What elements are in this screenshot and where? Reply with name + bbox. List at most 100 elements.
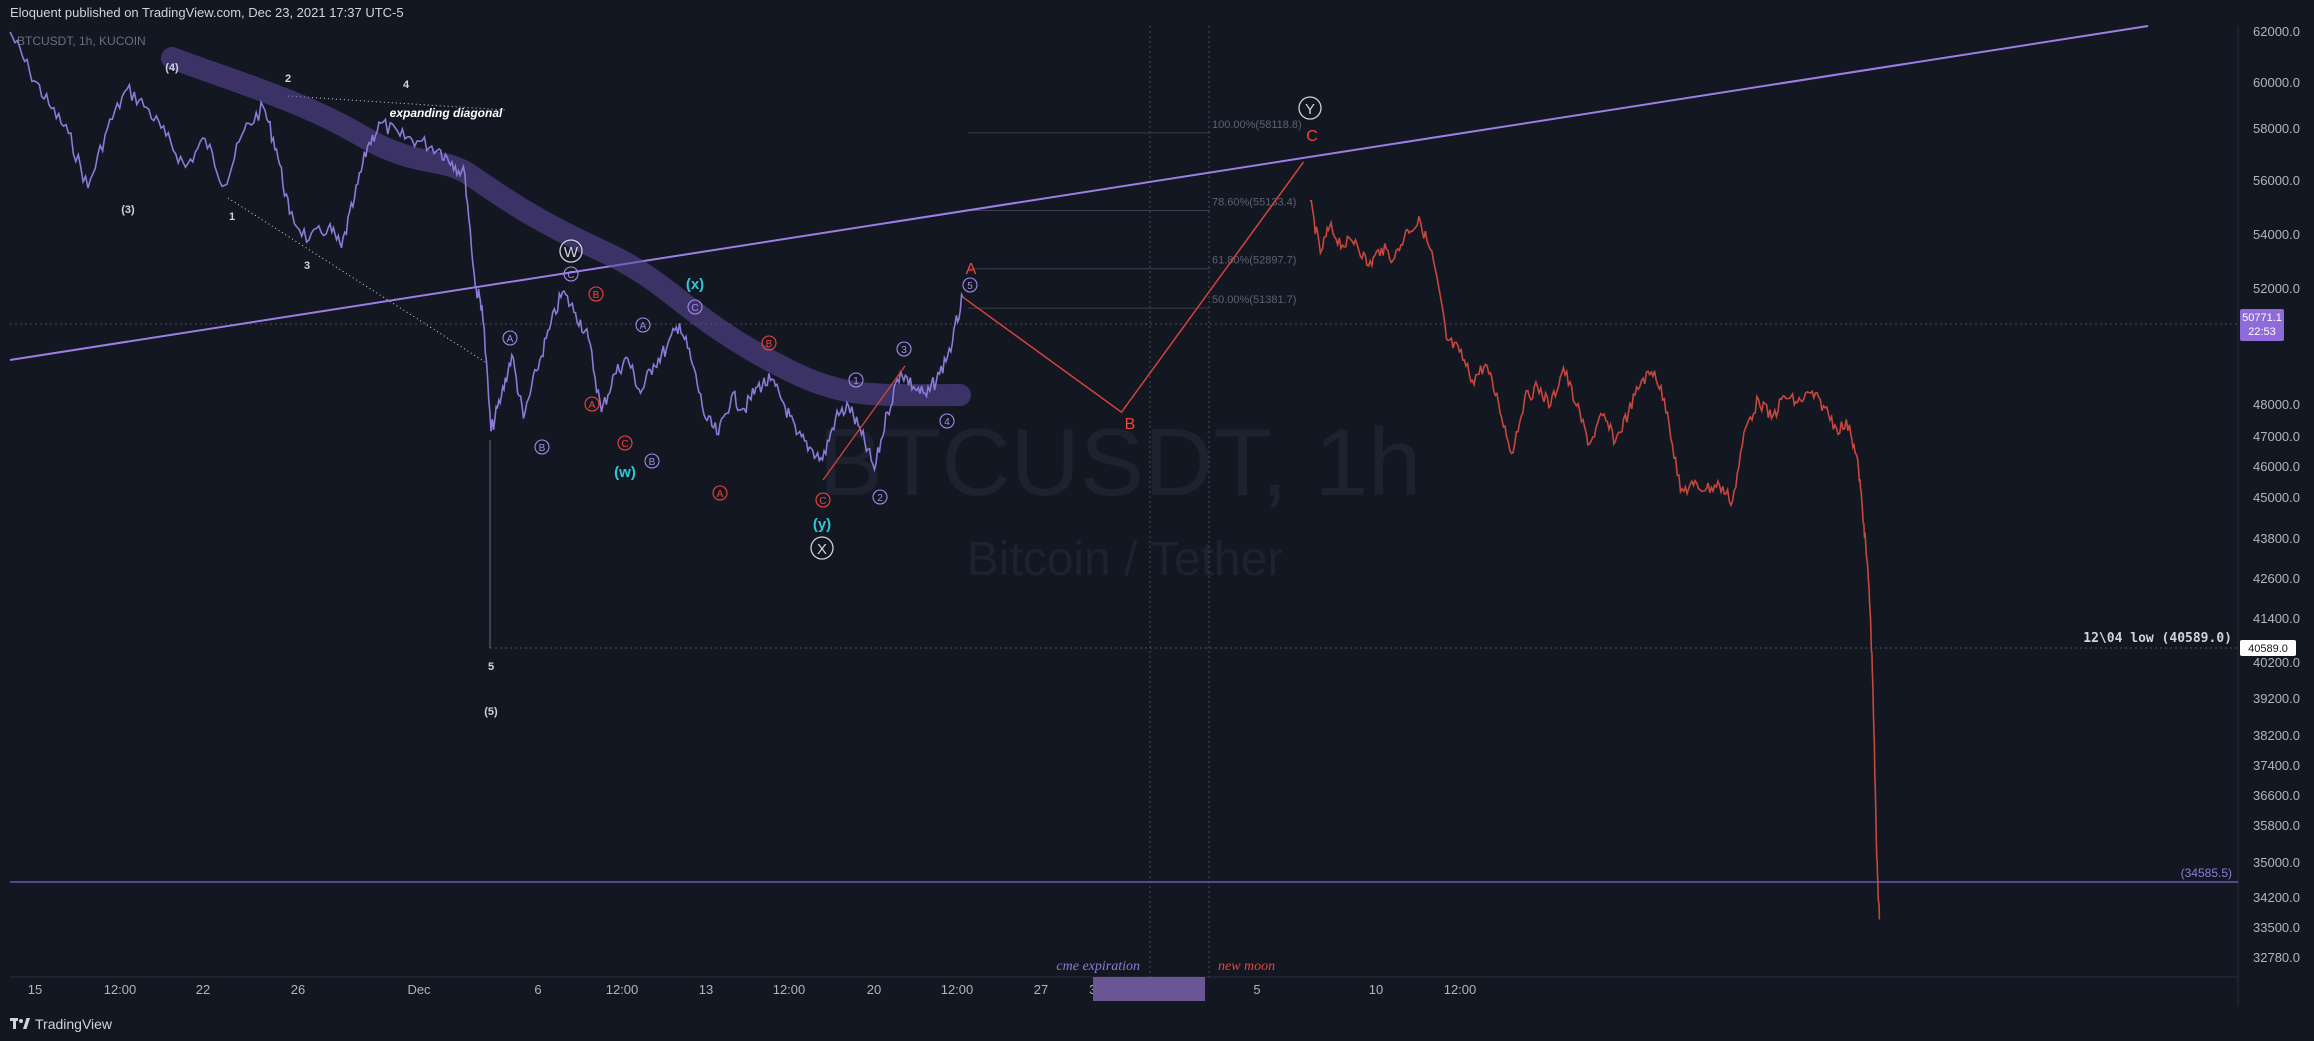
wave-label-circled-purple-circle — [872, 489, 888, 505]
price-tick-label: 41400.0 — [2253, 611, 2300, 626]
time-tick-label: 10 — [1369, 982, 1383, 997]
time-tick-label: Dec — [407, 982, 431, 997]
wave-label-circled-purple-circle — [563, 266, 579, 282]
wave-label-circled-red: A — [717, 489, 724, 500]
time-axis-highlight — [1093, 977, 1205, 1001]
wave-label-circled-purple: A — [640, 321, 647, 332]
wave-label-2: 2 — [285, 73, 291, 85]
wave-label-c-red: C — [1306, 128, 1318, 145]
wave-label-circled-purple-circle — [896, 341, 912, 357]
price-tick-label: 62000.0 — [2253, 24, 2300, 39]
wave-label-circled-purple: 2 — [877, 493, 883, 504]
time-tick-label: 22 — [196, 982, 210, 997]
wave-label-circled-red: C — [621, 439, 628, 450]
time-tick-label: 13 — [699, 982, 713, 997]
projected-wave-path[interactable] — [962, 161, 1305, 414]
future-price-series[interactable] — [1309, 199, 1881, 920]
price-tick-label: 46000.0 — [2253, 459, 2300, 474]
wave-label-circled-purple: 5 — [967, 281, 973, 292]
wave-label-circled-purple-circle — [635, 317, 651, 333]
price-tick-label: 56000.0 — [2253, 173, 2300, 188]
wave-label-circled-purple: C — [691, 303, 698, 314]
wave-label-circled-purple: 3 — [901, 345, 907, 356]
time-tick-label: 20 — [867, 982, 881, 997]
time-tick-label: 26 — [291, 982, 305, 997]
fib-label: 78.60%(55133.4) — [1212, 197, 1296, 209]
price-tick-label: 60000.0 — [2253, 75, 2300, 90]
wave-label-circled-red-circle — [584, 396, 600, 412]
price-tick-label: 32780.0 — [2253, 950, 2300, 965]
price-tick-label: 39200.0 — [2253, 691, 2300, 706]
cme-expiration-label: cme expiration — [1056, 959, 1140, 974]
time-tick-label: 12:00 — [773, 982, 806, 997]
watermark-symbol: BTCUSDT, 1h — [819, 409, 1422, 516]
level-price-tag[interactable]: 40589.0 — [2240, 640, 2296, 656]
svg-text:50771.1: 50771.1 — [2242, 312, 2282, 324]
wave-label-circled-red-circle — [815, 492, 831, 508]
wave-label-circled-purple-circle — [962, 277, 978, 293]
price-tick-label: 47000.0 — [2253, 429, 2300, 444]
new-moon-label: new moon — [1218, 959, 1275, 974]
price-tick-label: 36600.0 — [2253, 788, 2300, 803]
time-tick-label: 12:00 — [606, 982, 639, 997]
wave-label-circled-purple-circle — [939, 413, 955, 429]
footer-bar: TradingView — [0, 1006, 2314, 1041]
historic-price-series[interactable] — [9, 31, 964, 473]
wave-label-circled-purple-circle — [502, 330, 518, 346]
level-label-12-04-low: 12\04 low (40589.0) — [2083, 631, 2232, 646]
wave-label-circled-red-circle — [588, 286, 604, 302]
trendline[interactable] — [9, 25, 2149, 361]
diagonal-upper-line — [287, 95, 506, 111]
price-axis[interactable]: 62000.0 60000.0 58000.0 56000.0 54000.0 52000… — [2253, 24, 2300, 965]
wave-label-circled-purple: 4 — [944, 417, 950, 428]
circled-wave-labels: C A B A B C 5 1 2 3 4 B A C B A C — [502, 266, 978, 508]
price-tick-label: 58000.0 — [2253, 121, 2300, 136]
wave-label-5-paren: (5) — [484, 706, 498, 718]
wave-label-circled-purple-circle — [687, 299, 703, 315]
brand-name: TradingView — [35, 1016, 113, 1032]
price-tick-label: 37400.0 — [2253, 758, 2300, 773]
price-tick-label: 42600.0 — [2253, 571, 2300, 586]
svg-text:X: X — [817, 541, 827, 558]
wave-label-1: 1 — [229, 211, 235, 223]
publish-text: Eloquent published on TradingView.com, D… — [10, 5, 404, 20]
time-tick-label: 6 — [534, 982, 541, 997]
wave-label-x-cyan: (x) — [686, 276, 704, 293]
chart-canvas[interactable]: BTCUSDT, 1h Bitcoin / Tether BTCUSDT, 1h… — [0, 0, 2314, 1006]
diagonal-lower-line — [227, 197, 486, 363]
wave-label-circled-red: B — [766, 339, 773, 350]
wave-label-b-red: B — [1125, 416, 1136, 433]
price-tick-label: 45000.0 — [2253, 490, 2300, 505]
glow-channel — [161, 47, 971, 407]
wave-major-y: Y — [1298, 96, 1322, 120]
fib-label: 50.00%(51381.7) — [1212, 294, 1296, 306]
wave-label-circled-purple: B — [539, 443, 546, 454]
price-tick-label: 34200.0 — [2253, 890, 2300, 905]
diagonal-label: expanding diagonal — [390, 106, 503, 120]
wave-label-circled-purple-circle — [644, 453, 660, 469]
watermark-description: Bitcoin / Tether — [967, 533, 1284, 586]
time-tick-label: 12:00 — [1444, 982, 1477, 997]
wave-label-circled-purple-circle — [534, 439, 550, 455]
svg-text:40589.0: 40589.0 — [2248, 643, 2288, 655]
wave-label-y-cyan: (y) — [813, 516, 831, 533]
price-tick-label: 33500.0 — [2253, 920, 2300, 935]
tradingview-logo[interactable]: TradingView — [10, 1016, 112, 1032]
wave-label-3: 3 — [304, 260, 310, 272]
wave-label-5: 5 — [488, 661, 494, 673]
price-tick-label: 54000.0 — [2253, 227, 2300, 242]
wave-label-circled-red-circle — [617, 435, 633, 451]
current-price-tag[interactable]: 50771.1 22:53 — [2240, 308, 2284, 341]
price-tick-label: 35800.0 — [2253, 818, 2300, 833]
price-tick-label: 52000.0 — [2253, 281, 2300, 296]
fib-label: 61.80%(52897.7) — [1212, 255, 1296, 267]
wave-label-circled-purple-circle — [848, 372, 864, 388]
wave-label-circled-purple: 1 — [853, 376, 859, 387]
y-wave-channel-line — [822, 365, 906, 481]
fibonacci-retracement[interactable]: 100.00%(58118.8) 78.60%(55133.4) 61.80%(52… — [968, 119, 1302, 309]
wave-label-3-paren: (3) — [121, 204, 135, 216]
wave-major-x: X — [810, 536, 834, 560]
time-tick-label: 12:00 — [104, 982, 137, 997]
price-tick-label: 43800.0 — [2253, 531, 2300, 546]
